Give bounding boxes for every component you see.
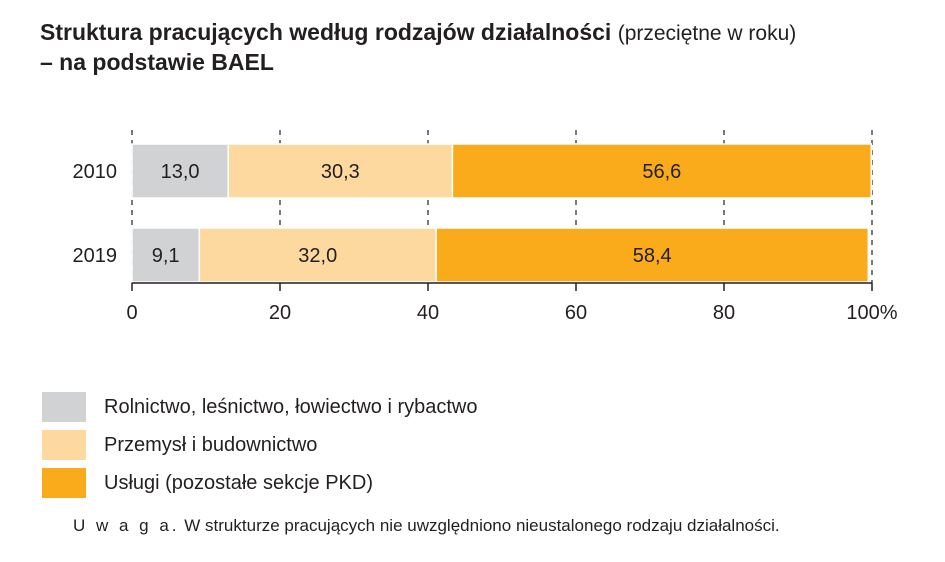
note: U w a g a. W strukturze pracujących nie … (73, 516, 780, 536)
x-tick-label-3: 60 (565, 302, 587, 324)
x-tick-label-0: 0 (126, 302, 137, 324)
note-text: W strukturze pracujących nie uwzględnion… (184, 516, 780, 535)
legend-label-2: Usługi (pozostałe sekcje PKD) (104, 471, 373, 494)
x-tick-label-2: 40 (417, 302, 439, 324)
data-label-2010-series-0: 13,0 (161, 161, 200, 183)
data-label-2019-series-1: 32,0 (298, 245, 337, 267)
x-tick-label-1: 20 (269, 302, 291, 324)
chart-title: Struktura pracujących według rodzajów dz… (40, 18, 920, 76)
legend: Rolnictwo, leśnictwo, łowiectwo i rybact… (42, 388, 477, 502)
bar-2010-series-2 (451, 143, 873, 199)
bar-2019-series-2 (435, 227, 870, 283)
title-qualifier: (przeciętne w roku) (617, 22, 797, 45)
x-tick-label-4: 80 (713, 302, 735, 324)
bar-2010-series-1 (227, 143, 454, 199)
data-label-2010-series-2: 56,6 (642, 161, 681, 183)
stacked-bar-chart: 13,0 30,3 56,6 2010 9,1 32,0 58,4 2019 0 20 40 60 80… (73, 130, 898, 324)
title-line2: – na podstawie BAEL (40, 49, 274, 75)
bar-2019-series-0 (131, 227, 201, 283)
legend-label-0: Rolnictwo, leśnictwo, łowiectwo i rybact… (104, 395, 478, 418)
legend-swatch-0 (42, 392, 86, 422)
note-prefix: U w a g a. (73, 516, 180, 535)
data-label-2019-series-0: 9,1 (152, 245, 180, 267)
legend-label-1: Przemysł i budownictwo (104, 433, 318, 456)
category-label-2010: 2010 (73, 161, 118, 183)
legend-item-2: Usługi (pozostałe sekcje PKD) (42, 464, 477, 502)
legend-swatch-1 (42, 430, 86, 460)
legend-item-0: Rolnictwo, leśnictwo, łowiectwo i rybact… (42, 388, 477, 426)
title-main: Struktura pracujących według rodzajów dz… (40, 19, 612, 45)
category-label-2019: 2019 (73, 245, 118, 267)
bar-2019-series-1 (198, 227, 437, 283)
legend-item-1: Przemysł i budownictwo (42, 426, 477, 464)
data-label-2019-series-2: 58,4 (633, 245, 672, 267)
legend-swatch-2 (42, 468, 86, 498)
x-tick-label-5: 100% (846, 302, 897, 324)
data-label-2010-series-1: 30,3 (321, 161, 360, 183)
